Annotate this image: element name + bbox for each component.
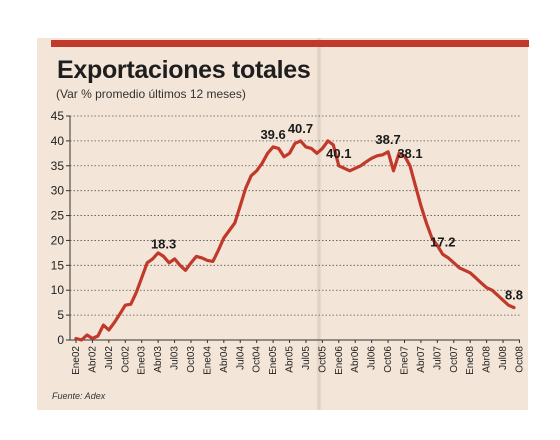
y-tick-label: 35 bbox=[51, 159, 65, 173]
x-tick-label: Ene03 bbox=[137, 346, 148, 375]
y-tick-label: 15 bbox=[51, 258, 65, 272]
chart-title: Exportaciones totales bbox=[57, 56, 311, 84]
x-tick-label: Ene02 bbox=[71, 346, 82, 375]
x-tick-label: Abr07 bbox=[416, 346, 427, 373]
x-tick-label: Jul05 bbox=[301, 346, 312, 370]
x-tick-label: Jul07 bbox=[432, 346, 443, 370]
x-axis: Ene02 Abr02 Jul02 Oct02 Ene03 Abr03 Jul03 Oct03… bbox=[70, 339, 525, 375]
x-tick-label: Abr06 bbox=[350, 346, 361, 373]
source-note: Fuente: Adex bbox=[52, 391, 106, 401]
y-tick-label: 0 bbox=[57, 333, 64, 347]
x-tick-label: Ene07 bbox=[400, 346, 411, 375]
series-layer bbox=[74, 139, 516, 342]
y-tick-label: 20 bbox=[51, 233, 65, 247]
chart-subtitle: (Var % promedio últimos 12 meses) bbox=[56, 87, 246, 101]
gridlines bbox=[70, 115, 520, 316]
y-axis: 0 5 10 15 20 25 30 35 40 45 bbox=[51, 109, 71, 347]
x-tick-label: Oct04 bbox=[252, 346, 263, 373]
x-tick-label: Jul02 bbox=[104, 346, 115, 370]
x-tick-label: Ene06 bbox=[334, 346, 345, 375]
data-label: 17.2 bbox=[430, 234, 455, 249]
x-tick-label: Abr02 bbox=[87, 346, 98, 373]
x-tick-label: Oct07 bbox=[449, 346, 460, 373]
data-label: 18.3 bbox=[151, 236, 176, 251]
data-label: 8.8 bbox=[505, 288, 523, 303]
data-label: 38.7 bbox=[375, 132, 400, 147]
y-tick-label: 45 bbox=[51, 109, 65, 123]
y-tick-label: 40 bbox=[51, 134, 65, 148]
y-tick-label: 30 bbox=[51, 184, 65, 198]
paper-fold bbox=[316, 38, 322, 410]
x-tick-label: Jul03 bbox=[170, 346, 181, 370]
x-tick-label: Oct02 bbox=[120, 346, 131, 373]
data-label: 38.1 bbox=[397, 146, 422, 161]
x-tick-label: Oct08 bbox=[514, 346, 525, 373]
x-tick-label: Abr03 bbox=[153, 346, 164, 373]
x-tick-label: Oct05 bbox=[317, 346, 328, 373]
y-tick-label: 5 bbox=[57, 308, 64, 322]
data-labels: 18.3 39.6 40.7 40.1 38.738.1 17.2 8.8 bbox=[151, 121, 523, 303]
x-tick-label: Ene08 bbox=[465, 346, 476, 375]
x-tick-label: Abr05 bbox=[285, 346, 296, 373]
x-tick-label: Oct03 bbox=[186, 346, 197, 373]
x-tick-label: Ene05 bbox=[268, 346, 279, 375]
x-tick-label: Jul06 bbox=[367, 346, 378, 370]
x-tick-label: Abr08 bbox=[482, 346, 493, 373]
y-tick-label: 25 bbox=[51, 209, 65, 223]
chart-card bbox=[37, 38, 528, 410]
data-label: 40.1 bbox=[326, 146, 351, 161]
data-label: 40.7 bbox=[288, 121, 313, 136]
x-tick-label: Jul08 bbox=[498, 346, 509, 370]
x-tick-label: Jul04 bbox=[235, 346, 246, 370]
y-tick-label: 10 bbox=[51, 283, 65, 297]
x-tick-label: Oct06 bbox=[383, 346, 394, 373]
x-tick-label: Ene04 bbox=[202, 346, 213, 375]
accent-bar bbox=[51, 40, 529, 47]
data-label: 39.6 bbox=[260, 127, 285, 142]
x-tick-label: Abr04 bbox=[219, 346, 230, 373]
